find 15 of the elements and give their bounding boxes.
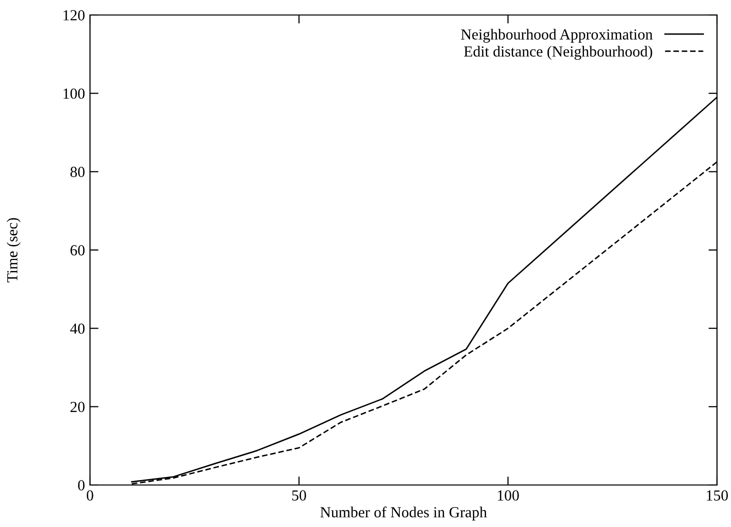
x-tick-label: 100 [498,490,519,501]
x-tick-label: 0 [86,490,94,501]
y-tick-label: 20 [70,402,85,412]
y-tick-label: 60 [70,245,85,256]
legend-label: Edit distance (Neighbourhood) [464,46,652,60]
x-axis-title: Number of Nodes in Graph [320,506,487,521]
y-axis-title: Time (sec) [6,218,21,282]
x-tick-label: 50 [292,490,306,501]
legend-label: Neighbourhood Approximation [461,28,653,43]
y-tick-label: 120 [64,10,85,20]
y-tick-label: 80 [70,166,85,178]
y-tick-label: 100 [64,88,85,99]
y-tick-label: 0 [78,480,85,490]
y-tick-label: 40 [70,323,85,334]
x-tick-label: 150 [706,490,728,501]
